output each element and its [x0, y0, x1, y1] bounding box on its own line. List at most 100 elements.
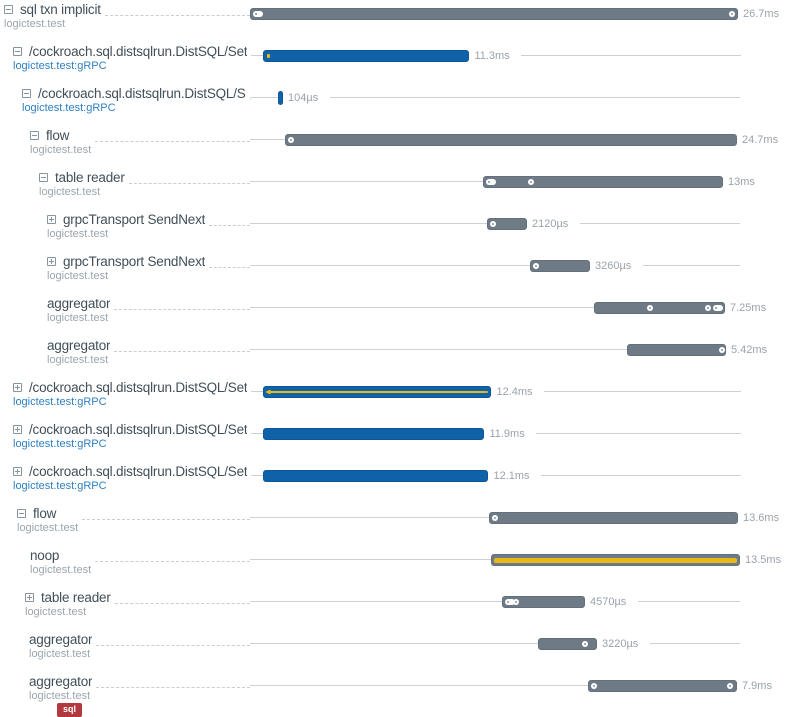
span-bar[interactable]	[263, 50, 469, 62]
trace-row[interactable]: noop logictest.test 13.5ms	[0, 546, 786, 588]
span-tag: logictest.test:gRPC	[13, 438, 247, 451]
span-bar[interactable]	[489, 512, 738, 524]
timeline: 3220µs	[250, 630, 786, 672]
span-bar[interactable]	[278, 91, 283, 105]
event-marker[interactable]	[513, 599, 519, 605]
expand-icon[interactable]	[13, 383, 22, 392]
trace-row[interactable]: /cockroach.sql.distsqlrun.DistSQL/S logi…	[0, 84, 786, 126]
timeline-line	[521, 55, 741, 56]
trace-row[interactable]: sql txn implicit logictest.test 26.7ms	[0, 0, 786, 42]
collapse-icon[interactable]	[30, 131, 39, 140]
span-bar[interactable]	[285, 134, 737, 146]
trace-row[interactable]: grpcTransport SendNext logictest.test 21…	[0, 210, 786, 252]
expand-icon[interactable]	[47, 215, 56, 224]
expand-icon[interactable]	[47, 257, 56, 266]
indent-spacer	[0, 462, 13, 463]
span-name: /cockroach.sql.distsqlrun.DistSQL/S	[38, 86, 246, 101]
trace-row[interactable]: table reader logictest.test 13ms	[0, 168, 786, 210]
leader-dashed-line	[114, 351, 250, 352]
event-marker[interactable]	[492, 515, 498, 521]
trace-row[interactable]: table reader logictest.test 4570µs	[0, 588, 786, 630]
trace-row[interactable]: aggregator logictest.test 3220µs	[0, 630, 786, 672]
collapse-icon[interactable]	[13, 47, 22, 56]
span-bar[interactable]	[530, 260, 590, 272]
span-name-line: /cockroach.sql.distsqlrun.DistSQL/Set	[13, 464, 247, 479]
span-bar[interactable]	[263, 428, 484, 440]
expand-icon[interactable]	[13, 425, 22, 434]
event-marker[interactable]	[486, 179, 496, 185]
collapse-icon[interactable]	[17, 509, 26, 518]
event-marker[interactable]	[528, 179, 534, 185]
duration-label: 26.7ms	[743, 8, 779, 21]
span-bar[interactable]	[627, 344, 726, 356]
trace-row[interactable]: flow logictest.test 13.6ms	[0, 504, 786, 546]
span-name: grpcTransport SendNext	[63, 254, 205, 269]
leader-dashed-line	[95, 561, 250, 562]
trace-row[interactable]: /cockroach.sql.distsqlrun.DistSQL/Set lo…	[0, 420, 786, 462]
event-marker[interactable]	[729, 11, 735, 17]
span-bar[interactable]	[538, 638, 597, 650]
timeline: 13.5ms	[250, 546, 786, 588]
timeline: 12.1ms	[251, 462, 786, 504]
indent-spacer	[0, 378, 13, 379]
trace-row[interactable]: grpcTransport SendNext logictest.test 32…	[0, 252, 786, 294]
trace-row[interactable]: aggregator logictest.test 7.25ms	[0, 294, 786, 336]
event-marker[interactable]	[490, 221, 496, 227]
span-tag: logictest.test	[25, 606, 111, 619]
event-marker[interactable]	[533, 263, 539, 269]
expand-icon[interactable]	[13, 467, 22, 476]
trace-row[interactable]: /cockroach.sql.distsqlrun.DistSQL/Set lo…	[0, 462, 786, 504]
span-bar[interactable]	[263, 386, 491, 398]
collapse-icon[interactable]	[39, 173, 48, 182]
indent-spacer	[0, 84, 22, 85]
span-label-block: flow logictest.test	[30, 126, 91, 157]
trace-row[interactable]: flow logictest.test 24.7ms	[0, 126, 786, 168]
expand-icon[interactable]	[25, 593, 34, 602]
collapse-icon[interactable]	[22, 89, 31, 98]
span-tag: logictest.test	[30, 564, 91, 577]
timeline-line	[250, 97, 278, 98]
event-marker[interactable]	[288, 137, 294, 143]
event-marker[interactable]	[727, 683, 733, 689]
duration-label: 12.1ms	[493, 470, 529, 483]
span-tag: logictest.test	[39, 186, 125, 199]
span-bar[interactable]	[483, 176, 723, 188]
event-marker[interactable]	[582, 641, 588, 647]
span-bar[interactable]	[250, 8, 738, 20]
sql-badge[interactable]: sql	[57, 703, 82, 717]
event-marker[interactable]	[719, 347, 725, 353]
span-label-block: aggregator logictest.test	[29, 630, 92, 661]
span-label-block: table reader logictest.test	[25, 588, 111, 619]
indent-spacer	[0, 252, 47, 253]
span-name: sql txn implicit	[20, 2, 101, 17]
span-name-line: grpcTransport SendNext	[47, 254, 205, 269]
timeline-line	[250, 559, 491, 560]
event-marker[interactable]	[713, 305, 723, 311]
trace-row[interactable]: /cockroach.sql.distsqlrun.DistSQL/Set lo…	[0, 378, 786, 420]
timeline-line	[250, 601, 502, 602]
trace-row[interactable]: aggregator logictest.test 5.42ms	[0, 336, 786, 378]
duration-label: 7.9ms	[742, 680, 772, 693]
timeline: 2120µs	[250, 210, 786, 252]
collapse-icon[interactable]	[4, 5, 13, 14]
trace-row[interactable]: aggregator logictest.test 7.9ms	[0, 672, 786, 714]
duration-label: 12.4ms	[496, 386, 532, 399]
yellow-stripe	[266, 391, 488, 393]
leader-dashed-line	[96, 687, 250, 688]
span-bar[interactable]	[491, 554, 740, 566]
span-name-line: table reader	[25, 590, 111, 605]
event-marker[interactable]	[705, 305, 711, 311]
duration-label: 104µs	[288, 92, 318, 105]
event-marker[interactable]	[591, 683, 597, 689]
event-marker[interactable]	[647, 305, 653, 311]
timeline-line	[330, 97, 740, 98]
trace-row[interactable]: /cockroach.sql.distsqlrun.DistSQL/Set lo…	[0, 42, 786, 84]
span-bar[interactable]	[588, 680, 737, 692]
span-label-block: noop logictest.test	[30, 546, 91, 577]
timeline: 13ms	[250, 168, 786, 210]
timeline: 7.25ms	[250, 294, 786, 336]
timeline-line	[251, 433, 263, 434]
event-marker[interactable]	[253, 11, 263, 17]
span-bar[interactable]	[263, 470, 488, 482]
span-name-line: sql txn implicit	[4, 2, 101, 17]
